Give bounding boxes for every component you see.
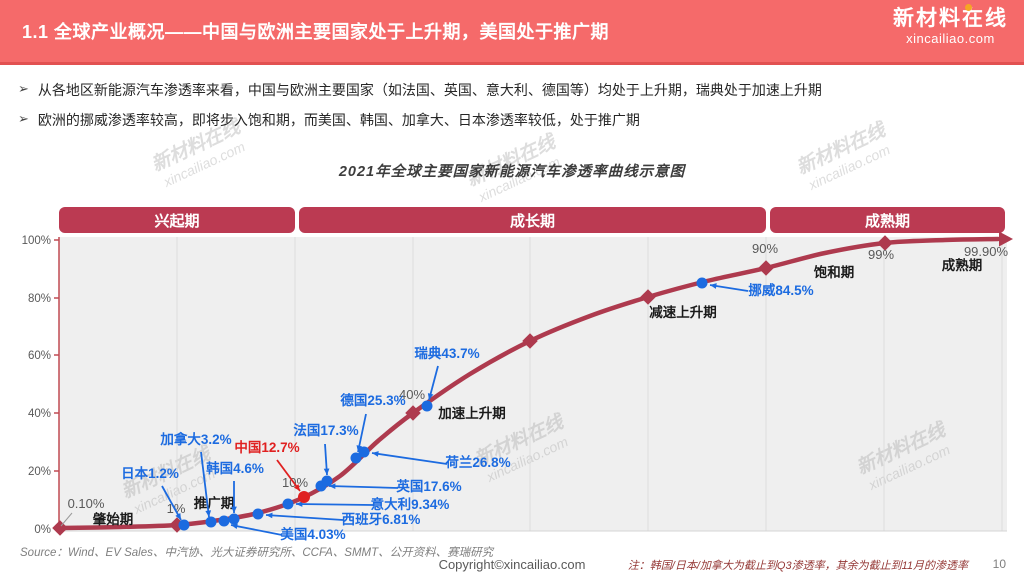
plot-area [59, 237, 1007, 531]
data-point-dot [228, 513, 240, 525]
point-leader-line [265, 514, 344, 521]
data-point-dot [358, 446, 370, 458]
data-point-dot [696, 277, 708, 289]
leader-arrowhead [231, 523, 238, 530]
leader-arrowhead [427, 393, 434, 400]
y-tick-label: 60% [28, 350, 51, 362]
chart-title: 2021年全球主要国家新能源汽车渗透率曲线示意图 [338, 164, 686, 180]
leader-arrowhead [296, 501, 303, 507]
copyright-text: Copyright©xincailiao.com [438, 557, 586, 572]
page-number: 10 [992, 557, 1006, 571]
bullet-item-1: ➢ 从各地区新能源汽车渗透率来看，中国与欧洲主要国家（如法国、英国、意大利、德国… [18, 80, 1014, 101]
milestone-label: 0.10% [68, 496, 105, 511]
y-tick-label: 0% [34, 524, 51, 536]
curve-end-arrow [999, 231, 1013, 247]
data-point-dot [298, 491, 310, 503]
phase-bar-segment [299, 207, 766, 233]
point-leader-line [161, 485, 182, 521]
key-points: ➢ 从各地区新能源汽车渗透率来看，中国与欧洲主要国家（如法国、英国、意大利、德国… [18, 80, 1014, 140]
country-value-label: 西班牙6.81% [342, 511, 421, 527]
country-value-label: 中国12.7% [234, 439, 299, 455]
data-point-dot [350, 452, 362, 464]
brand-name: 新材料在线 [893, 7, 1008, 30]
country-value-label: 日本1.2% [121, 465, 179, 481]
milestone-label: 99.90% [964, 244, 1009, 259]
phase-bar-segment [770, 207, 1005, 233]
data-point-dot [421, 400, 433, 412]
header-bar: 1.1 全球产业概况——中国与欧洲主要国家处于上升期，美国处于推广期 新材料在线… [0, 0, 1024, 65]
milestone-leader-line [60, 512, 73, 527]
stage-label: 肇始期 [93, 511, 134, 527]
stage-label: 饱和期 [814, 264, 855, 280]
data-point-dot [178, 519, 190, 531]
brand-domain: xincailiao.com [906, 31, 995, 47]
leader-arrowhead [293, 484, 300, 491]
milestone-label: 90% [752, 241, 778, 256]
bullet-item-2: ➢ 欧洲的挪威渗透率较高，即将步入饱和期，而美国、韩国、加拿大、日本渗透率较低，… [18, 110, 1014, 131]
leader-arrowhead [329, 483, 336, 490]
country-value-label: 美国4.03% [280, 526, 345, 542]
leader-arrowhead [175, 513, 181, 520]
country-value-label: 意大利9.34% [371, 496, 450, 512]
phase-bar-label: 成熟期 [865, 212, 910, 230]
country-value-label: 法国17.3% [293, 422, 358, 438]
leader-arrowhead [266, 512, 273, 519]
country-value-label: 瑞典43.7% [414, 345, 479, 361]
milestone-label: 10% [282, 475, 308, 490]
stage-label: 加速上升期 [437, 405, 506, 421]
leader-arrowhead [205, 510, 212, 517]
data-point-dot [282, 498, 294, 510]
brand-logo: 新材料在线 xincailiao.com [893, 4, 1008, 47]
logo-sun-icon [965, 4, 973, 11]
bullet-text-1: 从各地区新能源汽车渗透率来看，中国与欧洲主要国家（如法国、英国、意大利、德国等）… [37, 82, 822, 98]
leader-arrowhead [356, 445, 363, 452]
y-tick-label: 100% [22, 235, 51, 247]
leader-arrowhead [372, 451, 379, 457]
phase-bar-segment [59, 207, 295, 233]
phase-bar-label: 成长期 [510, 212, 555, 230]
country-value-label: 加拿大3.2% [159, 431, 231, 447]
point-leader-line [200, 451, 210, 518]
country-value-label: 德国25.3% [340, 392, 405, 408]
data-point-dot [252, 508, 264, 520]
country-value-label: 挪威84.5% [748, 282, 813, 298]
bullet-arrow-icon: ➢ [18, 111, 29, 126]
data-point-dot [205, 516, 217, 528]
phase-bar-label: 兴起期 [154, 212, 199, 230]
point-leader-line [357, 413, 367, 453]
y-tick-label: 80% [28, 293, 51, 305]
data-cutoff-note: 注：韩国/日本/加拿大为截止到Q3渗透率，其余为截止到11月的渗透率 [627, 560, 968, 572]
y-tick-label: 40% [28, 408, 51, 420]
point-leader-line [371, 452, 448, 465]
leader-arrowhead [231, 506, 237, 513]
country-value-label: 英国17.6% [395, 478, 461, 494]
data-point-dot [218, 515, 230, 527]
milestone-label: 40% [399, 387, 425, 402]
stage-label: 推广期 [194, 495, 235, 511]
stage-label: 减速上升期 [649, 304, 717, 320]
bullet-arrow-icon: ➢ [18, 81, 29, 96]
milestone-label: 1% [167, 501, 186, 516]
country-value-label: 荷兰26.8% [444, 454, 510, 470]
milestone-label: 99% [868, 247, 894, 262]
data-point-dot [321, 475, 333, 487]
leader-arrowhead [710, 283, 717, 289]
point-leader-line [328, 485, 399, 489]
bullet-text-2: 欧洲的挪威渗透率较高，即将步入饱和期，而美国、韩国、加拿大、日本渗透率较低，处于… [37, 112, 640, 128]
leader-arrowhead [323, 468, 330, 475]
point-leader-line [295, 503, 374, 506]
point-leader-line [709, 284, 749, 292]
country-value-label: 韩国4.6% [206, 460, 264, 476]
point-leader-line [276, 459, 301, 492]
page-title: 1.1 全球产业概况——中国与欧洲主要国家处于上升期，美国处于推广期 [22, 22, 610, 42]
stage-label: 成熟期 [942, 257, 983, 273]
point-leader-line [230, 524, 283, 536]
y-tick-label: 20% [28, 466, 51, 478]
source-note: Source：Wind、EV Sales、中汽协、光大证券研究所、CCFA、SM… [20, 547, 494, 559]
